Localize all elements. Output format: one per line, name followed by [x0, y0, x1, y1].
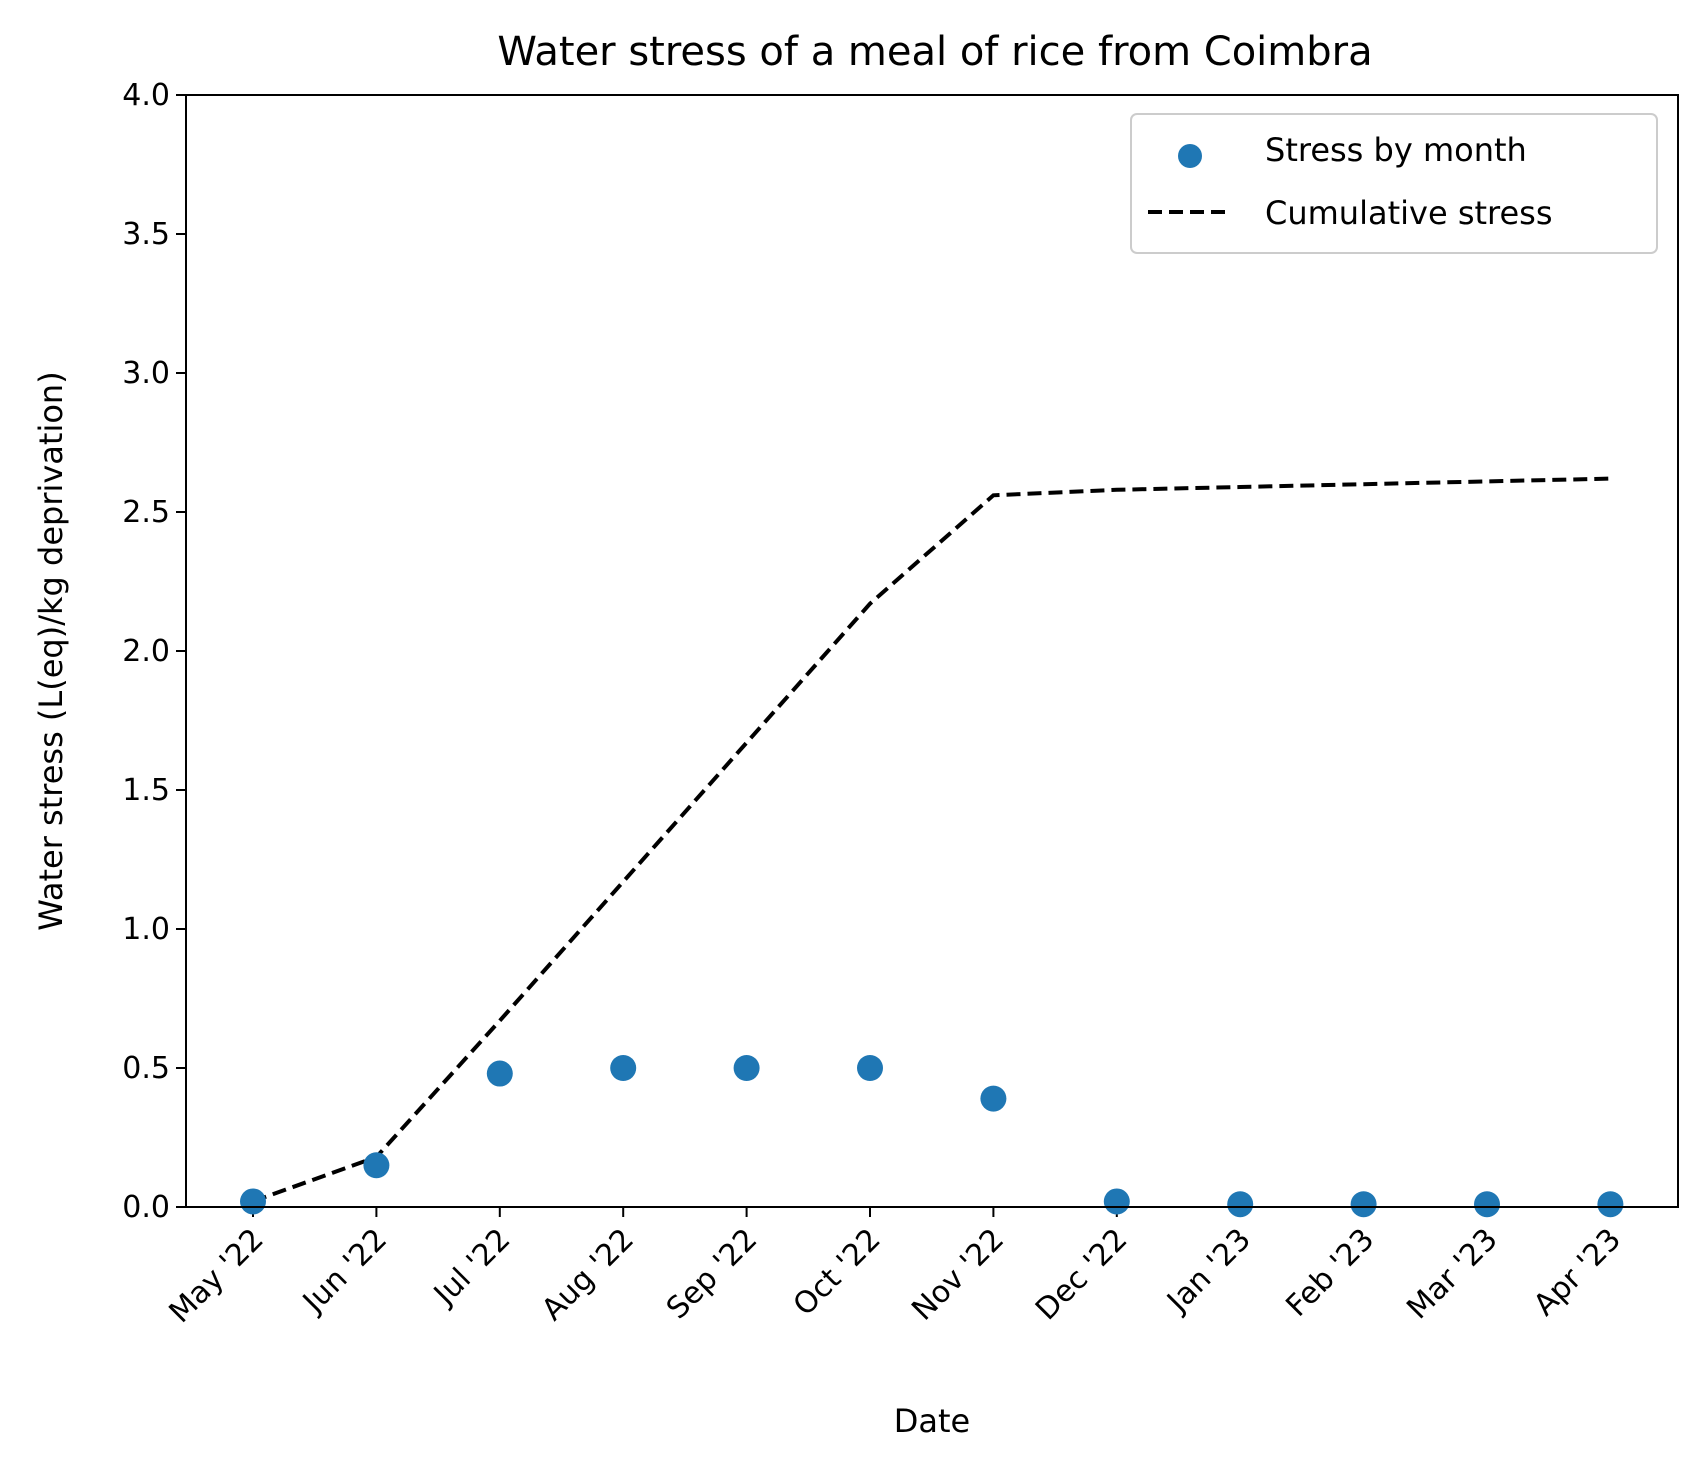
stress-point: [1350, 1191, 1377, 1218]
stress-point: [857, 1055, 883, 1081]
legend-box: [1130, 113, 1658, 254]
stress-point: [486, 1060, 513, 1087]
y-tick-label: 1.5: [122, 773, 170, 808]
stress-point: [980, 1085, 1007, 1112]
legend: Stress by month Cumulative stress: [1130, 113, 1658, 254]
legend-label-cumulative-stress: Cumulative stress: [1265, 194, 1553, 232]
stress-point: [1103, 1188, 1130, 1215]
stress-point: [363, 1152, 390, 1179]
y-tick-label: 0.5: [122, 1051, 170, 1086]
legend-marker-stress-by-month: [1178, 144, 1202, 168]
y-tick-label: 4.0: [122, 78, 170, 113]
stress-point: [1597, 1191, 1624, 1218]
cumulative-stress-line: [252, 476, 1611, 1204]
y-tick-label: 0.0: [122, 1190, 170, 1225]
plot-frame: [185, 94, 1679, 1208]
chart-title: Water stress of a meal of rice from Coim…: [497, 29, 1372, 75]
y-axis-title: Water stress (L(eq)/kg deprivation): [32, 371, 70, 930]
y-tick-label: 3.0: [122, 356, 170, 391]
y-tick-label: 2.0: [122, 634, 170, 669]
legend-label-stress-by-month: Stress by month: [1265, 131, 1527, 169]
x-axis-title: Date: [894, 1402, 970, 1440]
y-tick-label: 3.5: [122, 217, 170, 252]
stress-point: [1227, 1191, 1254, 1218]
y-axis: 0.0 0.5 1.0 1.5 2.0 2.5 3.0 3.5 4.0: [122, 78, 186, 1225]
y-tick-label: 1.0: [122, 912, 170, 947]
stress-point: [733, 1055, 760, 1081]
stress-point: [610, 1055, 637, 1081]
stress-point: [240, 1188, 266, 1215]
y-tick-label: 2.5: [122, 495, 170, 530]
stress-point: [1474, 1191, 1500, 1218]
